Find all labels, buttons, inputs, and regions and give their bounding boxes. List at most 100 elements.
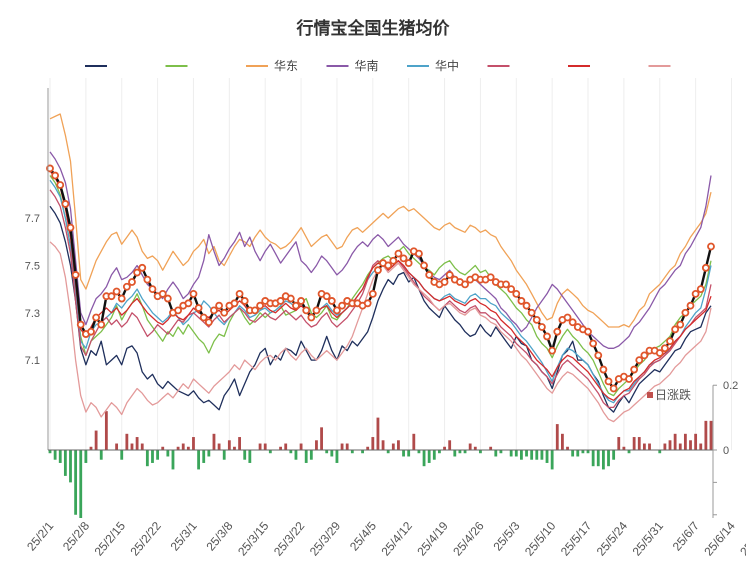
bar-up	[622, 446, 626, 450]
main-series-point	[87, 327, 95, 336]
main-series-point	[655, 349, 664, 357]
chart-title: 行情宝全国生猪均价	[296, 18, 451, 38]
bar-up	[186, 446, 190, 450]
bar-up	[161, 446, 165, 450]
bar-up	[468, 443, 472, 450]
bar-down	[427, 450, 431, 463]
main-series-point	[143, 275, 152, 284]
main-series-point	[235, 289, 244, 298]
bar-up	[391, 443, 395, 450]
bar-down	[248, 450, 252, 463]
series-line	[49, 189, 712, 409]
main-series-point	[194, 304, 203, 312]
bar-up	[345, 443, 349, 450]
bar-down	[197, 450, 201, 470]
bar-down	[63, 450, 67, 476]
bar-up	[560, 433, 564, 450]
y-tick-label: 7.7	[25, 213, 40, 225]
bar-down	[309, 450, 313, 460]
series-line	[49, 179, 712, 404]
y-tick-label: 7.1	[25, 355, 40, 367]
main-series-point	[415, 249, 423, 258]
bar-down	[243, 450, 247, 460]
bar-down	[289, 450, 293, 454]
bar-up	[678, 443, 682, 450]
annotation-marker	[647, 392, 653, 398]
bar-up	[233, 446, 236, 450]
bar-up	[412, 433, 416, 450]
main-series-point	[302, 306, 311, 315]
bar-down	[171, 450, 175, 470]
bar-up	[299, 443, 303, 450]
bar-down	[530, 450, 534, 460]
bar-up	[704, 420, 708, 450]
bar-up	[555, 424, 559, 450]
x-tick-label: 25/6/21	[737, 519, 746, 559]
bar-up	[89, 446, 93, 450]
bar-down	[586, 450, 590, 454]
bar-down	[99, 450, 103, 460]
main-series-point	[297, 297, 305, 305]
series-line	[49, 113, 712, 328]
bar-down	[535, 450, 539, 460]
bar-down	[601, 450, 605, 470]
bar-down	[438, 450, 441, 454]
series-line	[49, 151, 712, 349]
main-series-point	[548, 346, 557, 355]
bar-down	[386, 450, 390, 454]
bar-up	[135, 437, 139, 450]
main-series-point	[707, 242, 715, 251]
bar-down	[268, 450, 272, 454]
main-series-point	[527, 308, 536, 317]
y-right-tick-label: 0	[723, 445, 729, 457]
main-series-point	[445, 271, 454, 279]
legend-label: 华南	[355, 58, 379, 73]
main-series-point	[686, 301, 695, 310]
main-series-point	[640, 351, 649, 360]
x-tick-label: 25/4/19	[414, 519, 451, 559]
bar-down	[69, 450, 72, 483]
main-series-point	[322, 292, 331, 301]
bar-up	[263, 443, 267, 450]
main-series-point	[133, 268, 142, 277]
main-series	[46, 164, 715, 393]
bar-down	[540, 450, 544, 460]
main-series-point	[215, 301, 223, 310]
main-series-point	[671, 325, 680, 334]
main-series-point	[112, 287, 121, 296]
main-series-point	[512, 289, 521, 298]
bar-down	[202, 450, 206, 463]
main-series-point	[384, 261, 393, 270]
main-series-point	[543, 332, 551, 341]
bar-down	[607, 450, 610, 467]
main-series-point	[666, 337, 674, 346]
bar-up	[238, 437, 241, 450]
bar-down	[156, 450, 160, 460]
x-tick-label: 25/5/31	[630, 519, 667, 559]
main-series-point	[107, 292, 116, 301]
bar-down	[294, 450, 298, 460]
legend-label: 华东	[274, 59, 298, 73]
main-series-point	[517, 297, 526, 305]
legend-label: 华中	[435, 58, 459, 73]
bar-up	[217, 443, 221, 450]
bar-up	[125, 433, 129, 450]
main-series-point	[691, 289, 700, 298]
main-series-point	[425, 271, 434, 279]
main-series-point	[210, 306, 218, 315]
x-tick-label: 25/2/22	[127, 519, 164, 559]
main-series-point	[240, 297, 249, 305]
bar-up	[683, 433, 687, 450]
main-series-point	[163, 294, 172, 303]
bar-down	[499, 450, 503, 454]
bar-up	[340, 443, 344, 450]
main-series-point	[76, 320, 85, 329]
main-series-point	[220, 308, 229, 317]
main-series-point	[307, 313, 316, 322]
bar-up	[668, 440, 672, 450]
main-series-point	[461, 280, 469, 289]
main-series-point	[138, 263, 147, 272]
main-series-point	[327, 297, 336, 305]
bar-down	[79, 450, 83, 518]
main-series-point	[609, 384, 618, 393]
